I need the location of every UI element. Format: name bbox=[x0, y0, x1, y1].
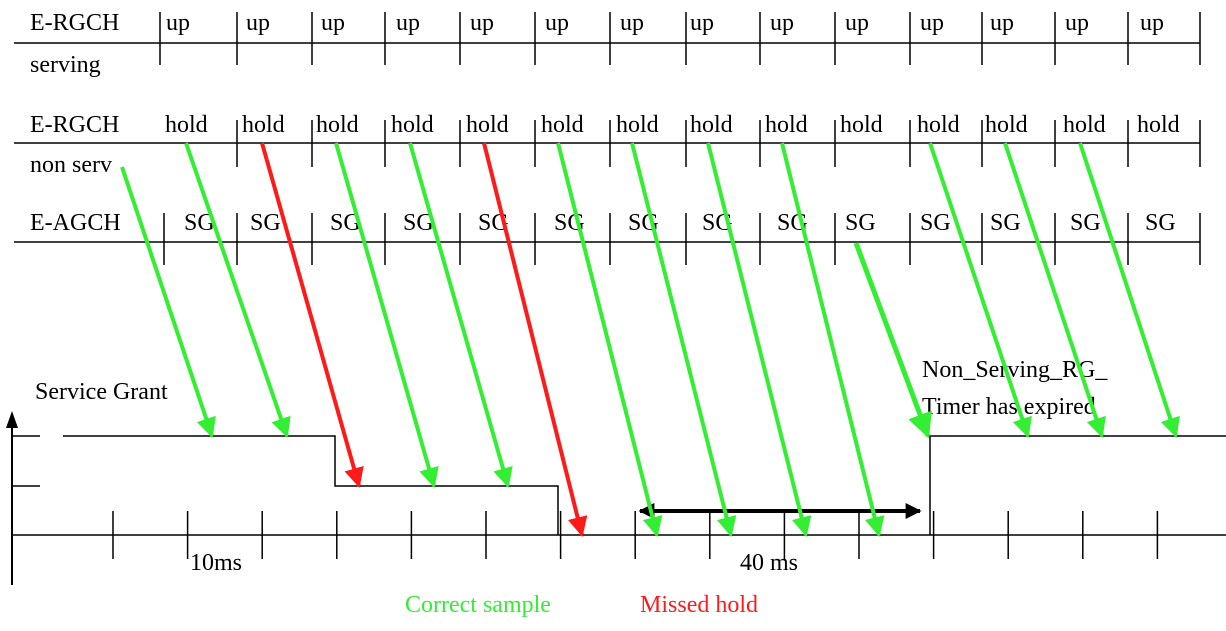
correct-sample-arrow bbox=[1003, 142, 1106, 438]
non-serving-cell: hold bbox=[242, 112, 285, 138]
correct-sample-arrow bbox=[1078, 142, 1180, 438]
correct-sample-arrow bbox=[120, 166, 216, 438]
agch-cell: SG bbox=[990, 210, 1021, 236]
serving-cell: up bbox=[620, 10, 644, 36]
correct-sample-arrow bbox=[408, 142, 513, 488]
sample-arrows bbox=[120, 142, 1180, 537]
serving-cell: up bbox=[545, 10, 569, 36]
serving-cell: up bbox=[845, 10, 869, 36]
non-serving-cell: hold bbox=[1063, 112, 1106, 138]
correct-sample-arrow bbox=[853, 242, 932, 439]
non-serving-cell: hold bbox=[466, 112, 509, 138]
serving-cell: up bbox=[920, 10, 944, 36]
service-grant-label: Service Grant bbox=[35, 379, 168, 405]
non-serving-cell: hold bbox=[840, 112, 883, 138]
legend-missed-hold: Missed hold bbox=[640, 592, 758, 618]
non-serving-cell: hold bbox=[165, 112, 208, 138]
agch-cell: SG bbox=[250, 210, 281, 236]
non-serving-cell: hold bbox=[1137, 112, 1180, 138]
serving-cell: up bbox=[1065, 10, 1089, 36]
timer-label-line2: Timer has expired bbox=[922, 394, 1096, 420]
serving-cell: up bbox=[321, 10, 345, 36]
correct-sample-arrow bbox=[630, 142, 737, 537]
non-serving-cell: hold bbox=[541, 112, 584, 138]
non-serving-row-label-1: E-RGCH bbox=[30, 112, 119, 138]
serving-cell: up bbox=[990, 10, 1014, 36]
agch-row-label: E-AGCH bbox=[30, 210, 121, 236]
service-grant-step-line-restored bbox=[929, 435, 1226, 535]
serving-cell: up bbox=[396, 10, 420, 36]
service-grant-step-line bbox=[63, 435, 559, 535]
serving-row-label-2: serving bbox=[30, 52, 101, 78]
non-serving-cell: hold bbox=[316, 112, 359, 138]
serving-cell: up bbox=[690, 10, 714, 36]
correct-sample-arrow bbox=[780, 142, 885, 537]
serving-cell: up bbox=[1140, 10, 1164, 36]
missed-hold-arrow bbox=[482, 142, 588, 537]
non-serving-cell: hold bbox=[765, 112, 808, 138]
non-serving-cell: hold bbox=[391, 112, 434, 138]
serving-row-label-1: E-RGCH bbox=[30, 10, 119, 36]
correct-sample-arrow bbox=[184, 142, 291, 438]
ten-ms-label: 10ms bbox=[190, 550, 242, 576]
serving-cell: up bbox=[166, 10, 190, 36]
serving-cell: up bbox=[246, 10, 270, 36]
agch-cell: SG bbox=[1070, 210, 1101, 236]
correct-sample-arrow bbox=[928, 142, 1032, 438]
non-serving-cell: hold bbox=[917, 112, 960, 138]
forty-ms-label: 40 ms bbox=[740, 550, 798, 576]
agch-cell: SG bbox=[845, 210, 876, 236]
non-serving-cell: hold bbox=[985, 112, 1028, 138]
missed-hold-arrow bbox=[260, 142, 364, 488]
agch-cell: SG bbox=[920, 210, 951, 236]
non-serving-cell: hold bbox=[690, 112, 733, 138]
serving-cell: up bbox=[770, 10, 794, 36]
non-serving-cell: hold bbox=[616, 112, 659, 138]
non-serving-row-label-2: non serv bbox=[30, 152, 112, 178]
legend-correct-sample: Correct sample bbox=[405, 592, 551, 618]
agch-cell: SG bbox=[1145, 210, 1176, 236]
y-axis-arrow-icon bbox=[6, 411, 18, 428]
serving-cell: up bbox=[470, 10, 494, 36]
correct-sample-arrow bbox=[706, 142, 812, 537]
correct-sample-arrow bbox=[334, 142, 439, 488]
correct-sample-arrow bbox=[556, 142, 663, 537]
